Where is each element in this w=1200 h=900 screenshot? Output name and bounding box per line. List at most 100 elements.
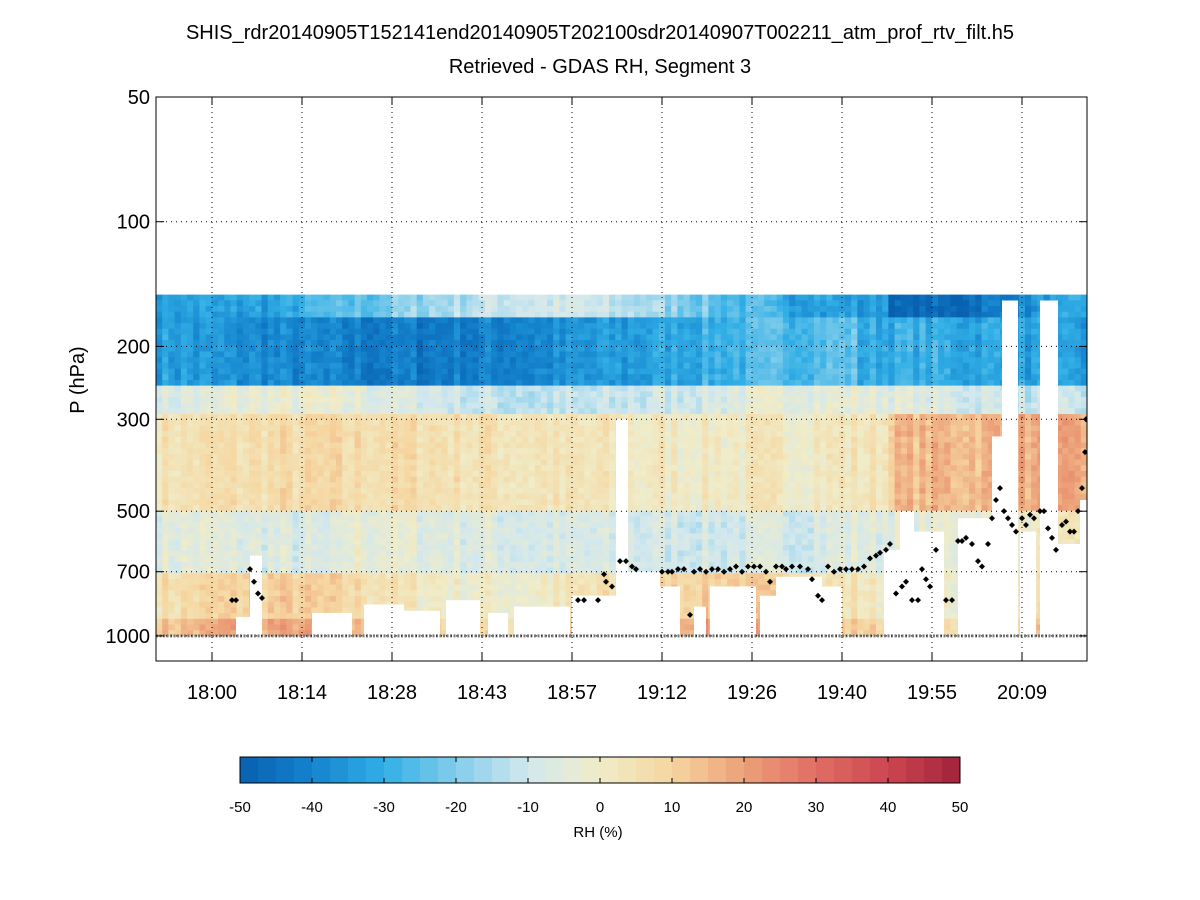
heatmap-cell [472,385,480,392]
heatmap-cell [236,396,244,404]
heatmap-cell [255,368,263,375]
heatmap-cell [491,334,498,341]
heatmap-cell [249,385,256,392]
heatmap-cell [249,544,256,552]
heatmap-cell [559,414,567,421]
heatmap-cell [273,499,281,506]
heatmap-cell [609,414,616,421]
heatmap-cell [497,505,505,512]
heatmap-cell [559,465,567,472]
heatmap-cell [441,578,449,586]
heatmap-cell [404,499,412,506]
heatmap-cell [466,510,474,518]
heatmap-cell [571,340,579,347]
heatmap-cell [515,573,523,580]
heatmap-cell [193,385,201,392]
heatmap-cell [565,414,573,421]
heatmap-cell [367,391,374,398]
heatmap-cell [236,482,244,489]
heatmap-cell [162,294,170,301]
heatmap-cell [522,453,529,461]
heatmap-cell [640,533,647,540]
heatmap-cell [503,470,511,478]
heatmap-cell [447,539,455,546]
heatmap-cell [609,567,616,574]
heatmap-cell [435,487,443,495]
heatmap-cell [553,300,561,307]
heatmap-cell [472,499,480,506]
heatmap-cell [515,385,523,392]
heatmap-cell [553,567,561,574]
heatmap-cell [249,379,256,387]
heatmap-cell [156,516,163,523]
heatmap-cell [528,499,536,506]
heatmap-cell [286,294,294,301]
heatmap-cell [280,317,287,324]
heatmap-cell [230,527,238,535]
heatmap-cell [286,470,294,478]
heatmap-cell [509,357,517,364]
heatmap-cell [174,431,182,438]
heatmap-cell [528,470,536,478]
heatmap-cell [187,317,194,324]
heatmap-cell [447,402,455,409]
heatmap-cell [609,544,616,552]
heatmap-cell [441,527,449,535]
heatmap-cell [410,527,418,535]
heatmap-cell [280,527,287,535]
heatmap-cell [156,442,163,449]
heatmap-cell [273,305,281,313]
heatmap-cell [205,618,213,626]
heatmap-cell [590,431,598,438]
heatmap-cell [429,476,436,483]
heatmap-cell [236,499,244,506]
heatmap-cell [540,357,548,364]
heatmap-cell [503,351,511,358]
heatmap-cell [348,544,356,552]
heatmap-cell [559,573,567,580]
heatmap-cell [174,482,182,489]
heatmap-cell [373,391,381,398]
heatmap-cell [360,294,368,301]
heatmap-cell [199,459,207,466]
heatmap-cell [379,487,387,495]
heatmap-cell [292,408,300,415]
heatmap-cell [211,624,219,631]
heatmap-cell [509,550,517,557]
heatmap-cell [497,459,505,466]
heatmap-cell [640,567,647,574]
heatmap-cell [565,465,573,472]
heatmap-cell [528,391,536,398]
heatmap-cell [379,368,387,375]
heatmap-cell [261,533,269,540]
heatmap-cell [509,556,517,563]
heatmap-cell [652,351,660,358]
heatmap-cell [379,385,387,392]
heatmap-cell [286,505,294,512]
heatmap-cell [267,550,275,557]
heatmap-cell [571,465,579,472]
heatmap-cell [335,516,343,523]
heatmap-cell [354,561,362,569]
heatmap-cell [646,539,654,546]
heatmap-cell [565,300,573,307]
heatmap-cell [354,408,362,415]
heatmap-cell [559,311,567,318]
heatmap-cell [478,561,486,569]
heatmap-cell [348,379,356,387]
heatmap-cell [615,305,623,313]
heatmap-cell [298,340,306,347]
heatmap-cell [261,624,269,631]
heatmap-cell [484,550,492,557]
heatmap-cell [193,448,201,455]
heatmap-cell [515,533,523,540]
heatmap-cell [187,573,194,580]
heatmap-cell [236,328,244,336]
heatmap-cell [447,294,455,301]
heatmap-cell [472,487,480,495]
heatmap-cell [509,505,517,512]
heatmap-cell [453,334,461,341]
heatmap-cell [317,419,325,427]
heatmap-cell [211,340,219,347]
heatmap-cell [224,476,232,483]
